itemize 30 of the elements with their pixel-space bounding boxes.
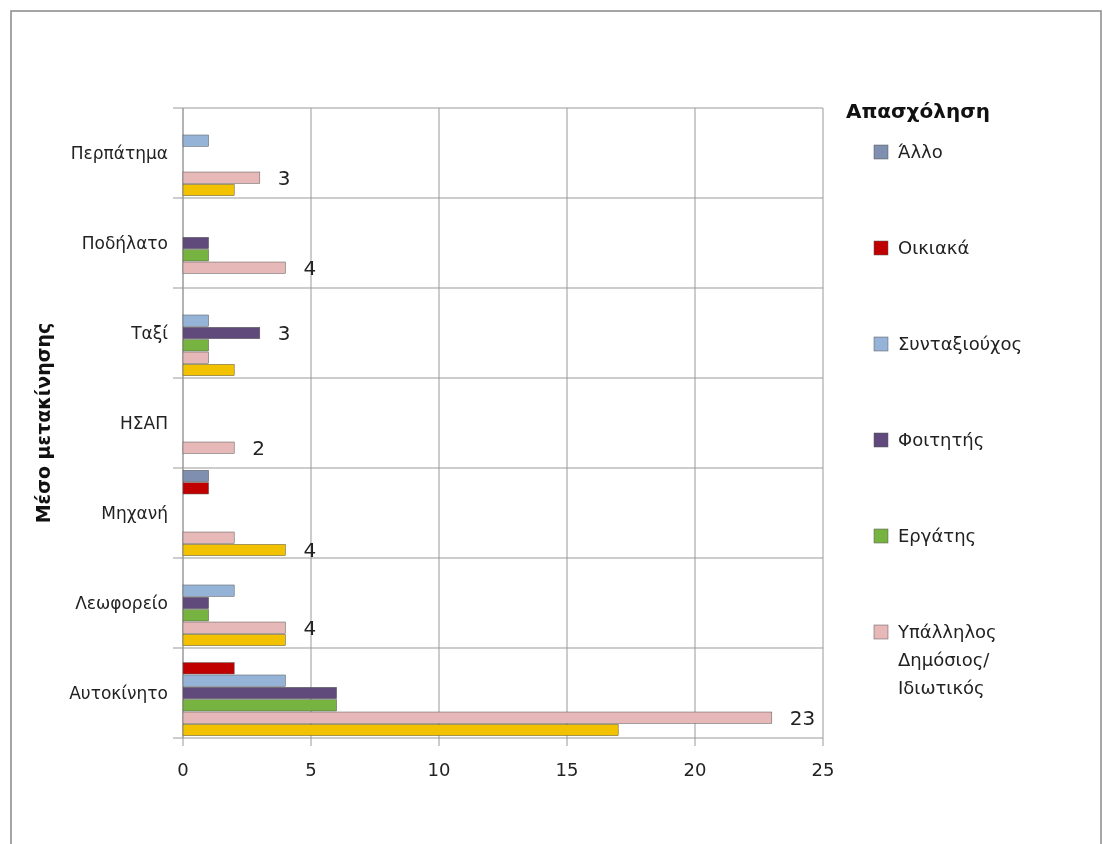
legend-label: Οικιακά — [898, 237, 970, 258]
data-label: 23 — [789, 705, 816, 730]
legend-label: Εργάτης — [898, 525, 977, 546]
x-tick-label: 10 — [427, 759, 451, 780]
x-tick-label: 5 — [305, 759, 317, 780]
y-tick-label: Ποδήλατο — [81, 233, 168, 253]
legend-label: Φοιτητής — [898, 429, 985, 450]
data-label: 4 — [303, 615, 317, 640]
y-tick-label: Λεωφορείο — [75, 593, 168, 613]
x-tick-label: 15 — [555, 759, 579, 780]
x-tick-label: 20 — [683, 759, 707, 780]
y-tick-label: Μηχανή — [101, 503, 168, 523]
legend-label: Άλλο — [898, 141, 943, 162]
legend-label: Υπάλληλος Δημόσιος/ Ιδιωτικός — [897, 621, 997, 698]
data-label: 3 — [277, 321, 291, 345]
data-label: 3 — [277, 165, 291, 190]
y-tick-label: Αυτοκίνητο — [69, 683, 168, 703]
legend-label: Συνταξιούχος — [898, 333, 1023, 354]
bar — [182, 134, 209, 147]
data-label: 4 — [303, 538, 317, 563]
data-label: 4 — [303, 255, 317, 280]
y-tick-label: Ταξί — [130, 323, 169, 343]
bar — [182, 441, 235, 454]
y-tick-label: Περπάτημα — [70, 143, 168, 163]
y-axis-title: Μέσο μετακίνησης — [32, 322, 54, 524]
y-tick-label: ΗΣΑΠ — [120, 413, 168, 433]
x-tick-label: 0 — [177, 759, 189, 780]
x-tick-label: 25 — [811, 759, 835, 780]
data-label: 2 — [252, 435, 265, 460]
legend-title: Απασχόληση — [846, 99, 990, 123]
